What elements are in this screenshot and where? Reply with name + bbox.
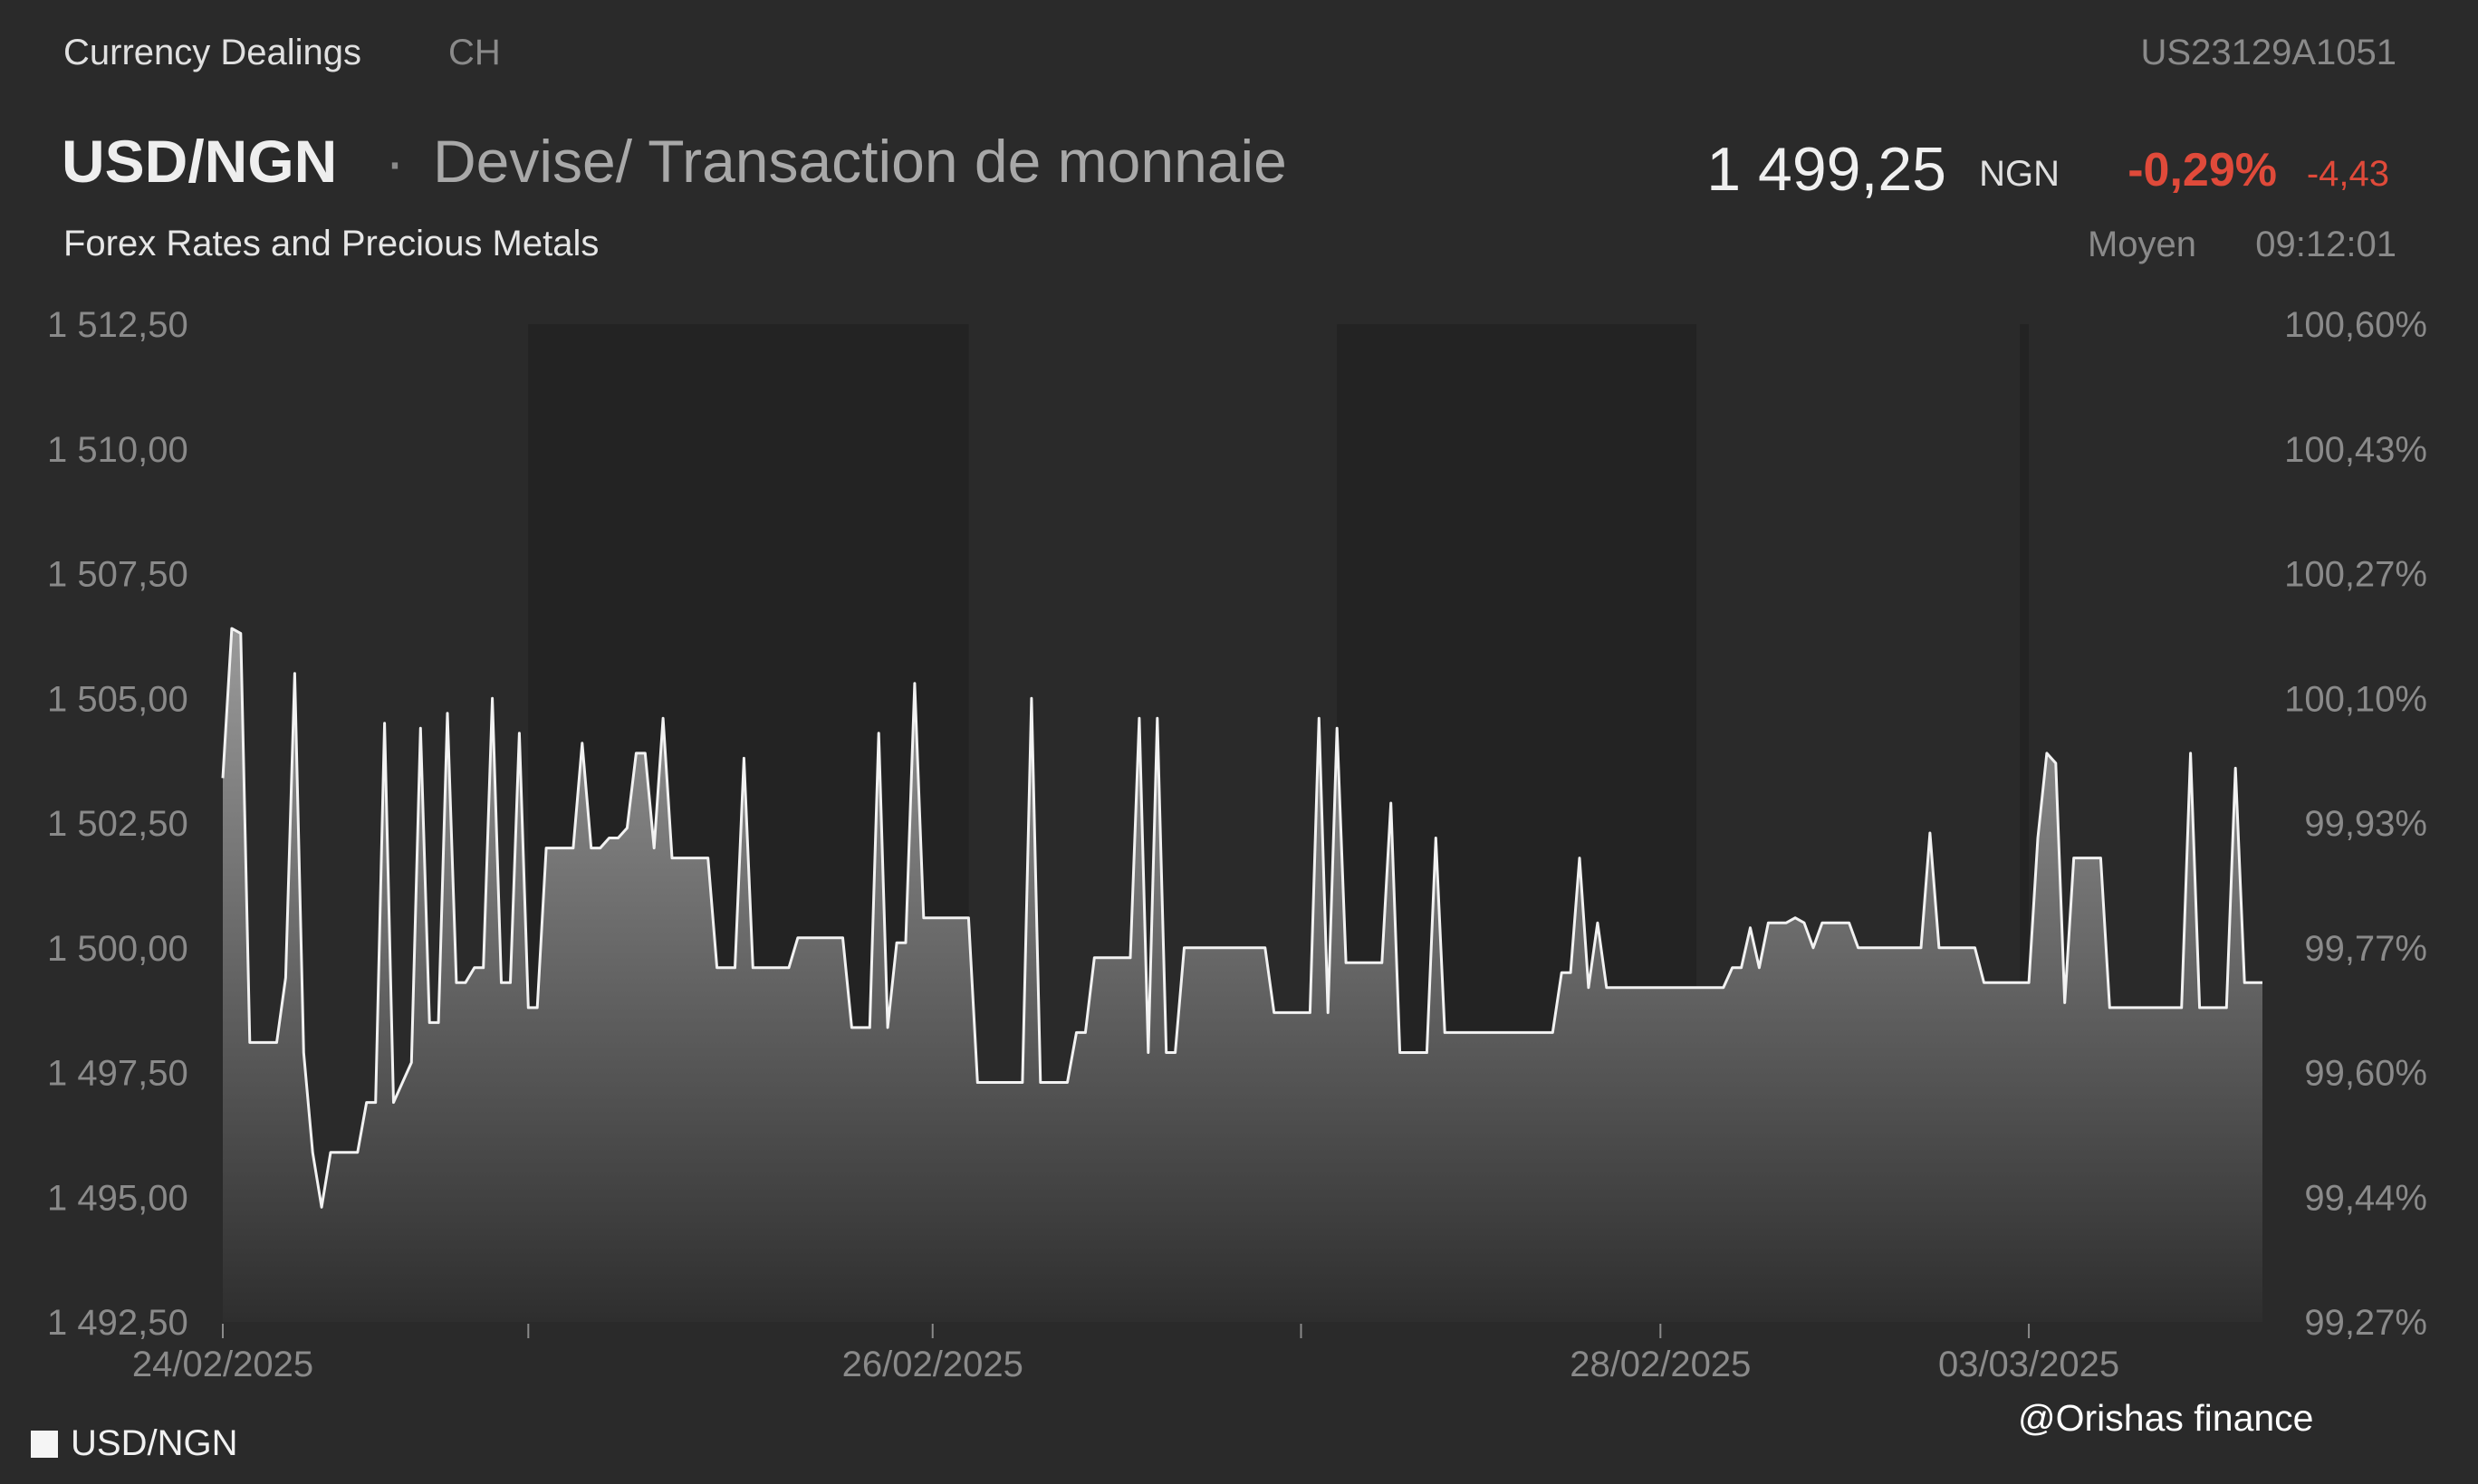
legend-label: USD/NGN — [71, 1423, 238, 1463]
y-tick-label-left: 1 495,00 — [47, 1178, 188, 1218]
line-layer — [221, 627, 2262, 1209]
axis-layer: 1 512,50 100,60% 1 510,00 100,43% 1 507,50 10… — [47, 305, 2427, 1384]
instrument-symbol: USD/NGN — [62, 128, 338, 195]
source-label: Currency Dealings — [63, 33, 362, 72]
y-tick-label-right: 100,60% — [2284, 305, 2427, 345]
y-tick-label-right: 99,60% — [2304, 1054, 2427, 1094]
change-percent: -0,29% — [2127, 144, 2277, 196]
x-tick-label: 26/02/2025 — [842, 1345, 1023, 1384]
legend[interactable]: USD/NGN — [31, 1423, 237, 1464]
y-tick-label-right: 99,27% — [2304, 1303, 2427, 1343]
y-tick-label-left: 1 505,00 — [47, 679, 188, 719]
change-absolute: -4,43 — [2306, 154, 2389, 194]
y-tick-label-right: 100,27% — [2284, 555, 2427, 595]
price-currency: NGN — [1979, 154, 2060, 194]
shaded-band — [2020, 324, 2030, 1322]
y-tick-label-right: 100,43% — [2284, 430, 2427, 470]
area-layer — [223, 628, 2262, 1322]
instrument-name: Devise/ Transaction de monnaie — [433, 128, 1287, 195]
y-tick-label-left: 1 500,00 — [47, 929, 188, 969]
market-subtitle: Forex Rates and Precious Metals — [63, 224, 600, 263]
y-tick-label-right: 99,44% — [2304, 1178, 2427, 1218]
y-tick-label-left: 1 492,50 — [47, 1303, 188, 1343]
price-kind: Moyen — [2087, 225, 2196, 264]
title-separator: · — [385, 128, 405, 195]
last-price: 1 499,25 — [1706, 135, 1946, 204]
watermark: @Orishas finance — [2018, 1397, 2314, 1439]
legend-swatch — [31, 1430, 58, 1458]
y-tick-label-left: 1 507,50 — [47, 555, 188, 595]
price-line — [221, 627, 2262, 1209]
y-tick-label-left: 1 497,50 — [47, 1054, 188, 1094]
x-tick-label: 24/02/2025 — [132, 1345, 313, 1384]
exchange-label: CH — [448, 33, 501, 72]
y-tick-label-left: 1 512,50 — [47, 305, 188, 345]
x-tick-label: 28/02/2025 — [1570, 1345, 1751, 1384]
price-area — [223, 628, 2262, 1322]
x-tick-label: 03/03/2025 — [1938, 1345, 2119, 1384]
isin-label: US23129A1051 — [2140, 33, 2396, 72]
y-tick-label-left: 1 502,50 — [47, 804, 188, 844]
y-tick-label-left: 1 510,00 — [47, 430, 188, 470]
quote-time: 09:12:01 — [2255, 225, 2396, 264]
y-tick-label-right: 99,93% — [2304, 804, 2427, 844]
y-tick-label-right: 100,10% — [2284, 679, 2427, 719]
y-tick-label-right: 99,77% — [2304, 929, 2427, 969]
